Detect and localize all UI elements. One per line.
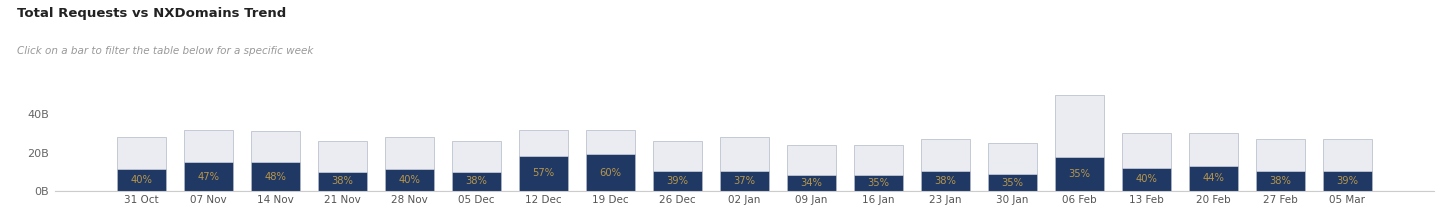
- Bar: [854, 175, 903, 191]
- Text: 38%: 38%: [935, 176, 956, 186]
- Text: 35%: 35%: [867, 178, 890, 188]
- Bar: [252, 132, 300, 162]
- Text: 35%: 35%: [1068, 169, 1090, 179]
- Bar: [854, 145, 903, 175]
- Bar: [1256, 171, 1305, 191]
- Text: 38%: 38%: [465, 176, 488, 186]
- Bar: [1122, 168, 1171, 191]
- Bar: [922, 171, 969, 191]
- Bar: [184, 162, 233, 191]
- Text: 39%: 39%: [1336, 176, 1358, 186]
- Text: 40%: 40%: [131, 175, 153, 185]
- Text: 38%: 38%: [331, 176, 353, 186]
- Bar: [118, 169, 166, 191]
- Bar: [184, 130, 233, 162]
- Bar: [1256, 139, 1305, 171]
- Bar: [452, 141, 501, 172]
- Bar: [1189, 133, 1237, 166]
- Bar: [386, 137, 433, 169]
- Bar: [1323, 139, 1371, 171]
- Text: 48%: 48%: [265, 172, 287, 182]
- Bar: [788, 145, 835, 175]
- Bar: [586, 154, 635, 191]
- Bar: [720, 137, 769, 171]
- Bar: [318, 172, 367, 191]
- Bar: [988, 174, 1037, 191]
- Text: 47%: 47%: [197, 171, 219, 182]
- Bar: [1189, 166, 1237, 191]
- Text: Total Requests vs NXDomains Trend: Total Requests vs NXDomains Trend: [17, 7, 287, 20]
- Text: 35%: 35%: [1001, 178, 1024, 187]
- Bar: [118, 137, 166, 169]
- Bar: [520, 130, 567, 156]
- Bar: [988, 143, 1037, 174]
- Text: Click on a bar to filter the table below for a specific week: Click on a bar to filter the table below…: [17, 46, 314, 56]
- Bar: [386, 169, 433, 191]
- Text: 34%: 34%: [801, 178, 822, 188]
- Bar: [1122, 133, 1171, 168]
- Text: 40%: 40%: [1136, 174, 1158, 184]
- Text: 39%: 39%: [667, 176, 688, 186]
- Bar: [252, 162, 300, 191]
- Bar: [520, 156, 567, 191]
- Bar: [318, 141, 367, 172]
- Bar: [1323, 171, 1371, 191]
- Bar: [654, 171, 701, 191]
- Bar: [452, 172, 501, 191]
- Bar: [922, 139, 969, 171]
- Text: 37%: 37%: [733, 176, 756, 186]
- Bar: [654, 141, 701, 171]
- Bar: [788, 175, 835, 191]
- Text: 44%: 44%: [1202, 173, 1224, 183]
- Bar: [586, 130, 635, 154]
- Text: 57%: 57%: [533, 168, 554, 178]
- Bar: [1056, 95, 1103, 157]
- Bar: [720, 171, 769, 191]
- Text: 38%: 38%: [1270, 176, 1292, 186]
- Text: 60%: 60%: [599, 168, 622, 178]
- Bar: [1056, 157, 1103, 191]
- Text: 40%: 40%: [399, 175, 420, 185]
